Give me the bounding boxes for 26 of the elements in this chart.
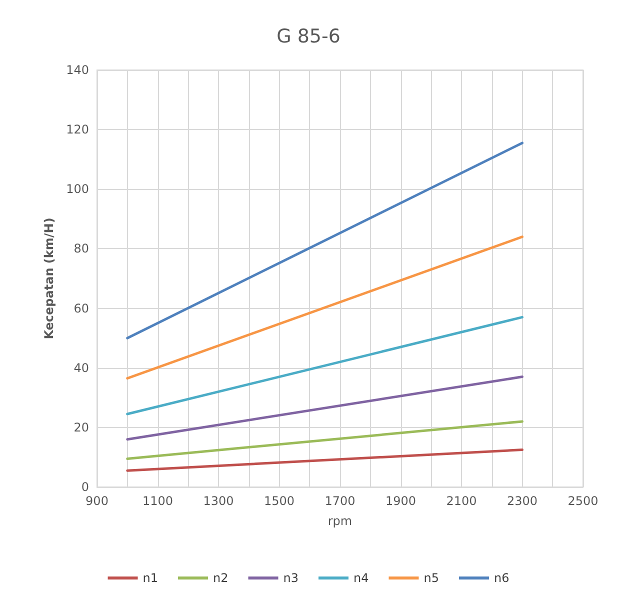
y-tick-label: 60 [74,301,89,316]
y-tick-label: 80 [74,242,89,256]
chart-title: G 85-6 [276,26,340,48]
x-tick-label: 1300 [203,494,234,508]
y-tick-label: 100 [66,182,89,196]
x-axis-title: rpm [328,514,352,528]
x-tick-label: 2100 [446,494,477,508]
legend-label: n1 [142,571,158,585]
x-tick-label: 900 [86,494,108,508]
legend-label: n5 [424,571,439,585]
x-tick-label: 2500 [568,494,598,508]
legend-label: n2 [213,571,228,585]
y-axis-title: Kecepatan (km/H) [42,218,56,340]
y-tick-label: 0 [81,480,89,494]
x-tick-label: 1700 [324,494,356,508]
x-tick-label: 1900 [385,494,416,508]
x-tick-label: 2300 [506,494,538,508]
x-tick-label: 1500 [264,494,295,508]
legend-label: n4 [354,571,369,585]
legend-label: n3 [283,571,299,585]
legend-label: n6 [494,571,510,585]
y-tick-label: 20 [74,420,89,434]
y-tick-label: 120 [66,122,89,137]
y-tick-label: 40 [74,360,89,375]
y-tick-label: 140 [66,63,89,77]
x-tick-label: 1100 [142,494,174,508]
